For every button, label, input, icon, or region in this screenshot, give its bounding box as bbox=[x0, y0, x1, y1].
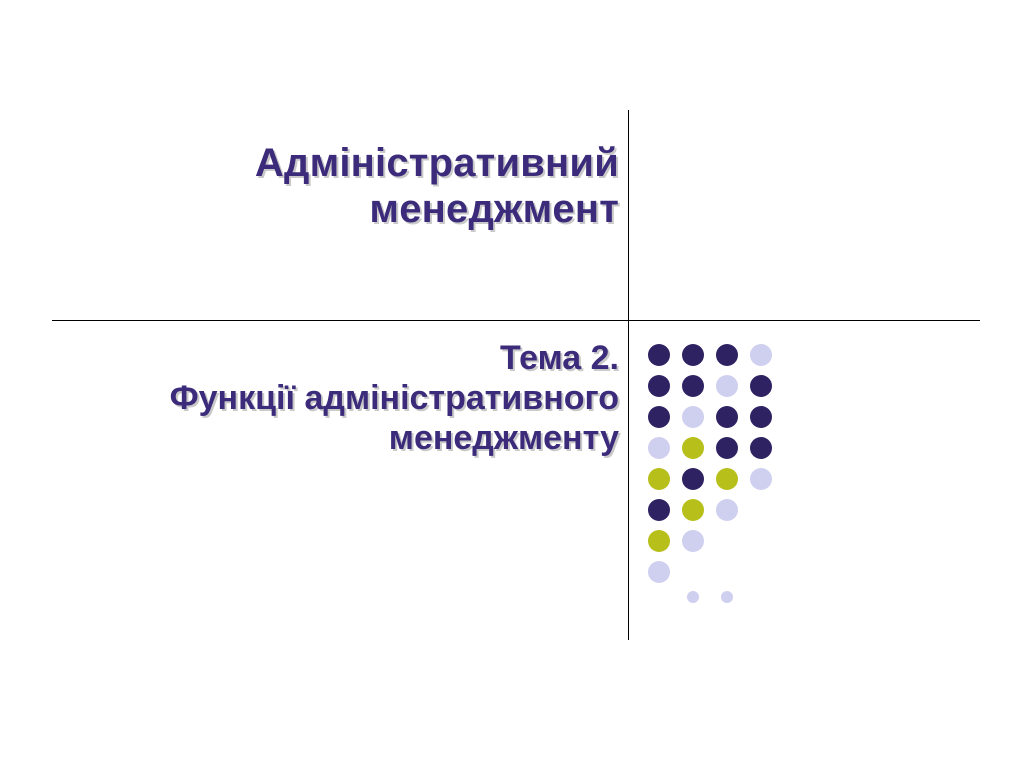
dot-dark bbox=[716, 344, 738, 366]
slide-title: Адміністративний менеджмент bbox=[59, 140, 619, 232]
horizontal-divider bbox=[52, 320, 980, 321]
dot-dark bbox=[716, 406, 738, 428]
slide-subtitle: Тема 2. Функції адміністративного менедж… bbox=[59, 338, 619, 458]
dot-dark bbox=[750, 437, 772, 459]
dot-dark bbox=[750, 406, 772, 428]
dot-lav bbox=[716, 499, 738, 521]
vertical-divider bbox=[628, 110, 629, 640]
dot-olive bbox=[716, 468, 738, 490]
dot-dark bbox=[648, 499, 670, 521]
dot-dark bbox=[716, 437, 738, 459]
dot-lav bbox=[682, 530, 704, 552]
dot-lav bbox=[750, 468, 772, 490]
dot-olive bbox=[648, 530, 670, 552]
dot-lav bbox=[750, 344, 772, 366]
dot-lav bbox=[648, 437, 670, 459]
subtitle-line2: Функції адміністративного bbox=[170, 379, 619, 417]
dot-small bbox=[687, 591, 699, 603]
subtitle-line1: Тема 2. bbox=[500, 339, 619, 377]
dot-lav bbox=[716, 375, 738, 397]
dot-dark bbox=[682, 344, 704, 366]
dot-small bbox=[721, 591, 733, 603]
dot-olive bbox=[648, 468, 670, 490]
dot-dark bbox=[750, 375, 772, 397]
dot-dark bbox=[648, 406, 670, 428]
dot-dark bbox=[682, 468, 704, 490]
title-text: Адміністративний менеджмент bbox=[255, 141, 619, 231]
subtitle-line3: менеджменту bbox=[389, 419, 619, 457]
dot-lav bbox=[682, 406, 704, 428]
dot-olive bbox=[682, 437, 704, 459]
dot-lav bbox=[648, 561, 670, 583]
dot-dark bbox=[648, 344, 670, 366]
dot-dark bbox=[648, 375, 670, 397]
dot-olive bbox=[682, 499, 704, 521]
slide: Адміністративний менеджмент Тема 2. Функ… bbox=[0, 0, 1024, 768]
dot-dark bbox=[682, 375, 704, 397]
